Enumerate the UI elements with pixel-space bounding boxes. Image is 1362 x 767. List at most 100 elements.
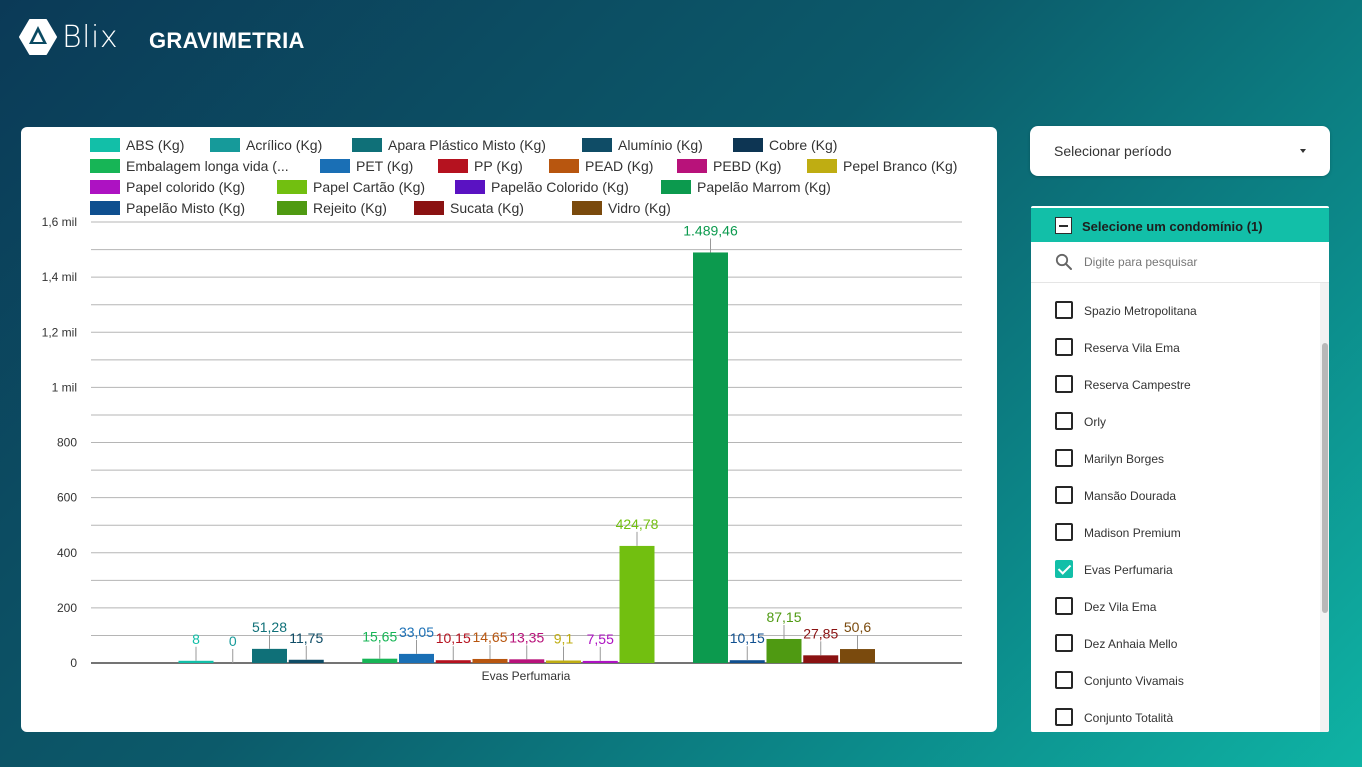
condominium-list: Spazio Metropolitana Reserva Vila Ema Rese…: [1031, 283, 1321, 732]
legend-swatch: [277, 201, 307, 215]
bar: [693, 252, 728, 663]
data-label: 424,78: [616, 516, 659, 532]
condominium-checkbox[interactable]: [1055, 634, 1073, 652]
data-label: 27,85: [803, 625, 838, 641]
condominium-item[interactable]: Conjunto Totalità: [1031, 699, 1321, 732]
condominium-item[interactable]: Reserva Vila Ema: [1031, 329, 1321, 366]
condominium-checkbox[interactable]: [1055, 486, 1073, 504]
legend-swatch: [572, 201, 602, 215]
data-label: 51,28: [252, 619, 287, 635]
legend-label: Cobre (Kg): [769, 137, 837, 153]
top-bar: Blix GRAVIMETRIA: [0, 0, 1362, 80]
gravimetry-bar-chart: ABS (Kg) Acrílico (Kg) Apara Plástico Mist…: [42, 137, 962, 683]
bar: [178, 660, 214, 663]
condominium-label: Reserva Campestre: [1084, 378, 1191, 392]
legend-label: Alumínio (Kg): [618, 137, 703, 153]
y-tick-label: 1,2 mil: [42, 325, 77, 339]
chart-card: ABS (Kg) Acrílico (Kg) Apara Plástico Mist…: [21, 127, 997, 732]
bar: [472, 658, 508, 663]
condominium-item[interactable]: Spazio Metropolitana: [1031, 292, 1321, 329]
condominium-filter-header[interactable]: Selecione um condomínio (1): [1031, 208, 1329, 242]
legend-swatch: [320, 159, 350, 173]
condominium-item[interactable]: Evas Perfumaria: [1031, 551, 1321, 588]
legend-swatch: [807, 159, 837, 173]
condominium-checkbox[interactable]: [1055, 597, 1073, 615]
y-tick-label: 400: [57, 546, 77, 560]
condominium-search-input[interactable]: [1084, 252, 1304, 272]
bar: [582, 660, 618, 663]
condominium-label: Evas Perfumaria: [1084, 563, 1173, 577]
y-tick-label: 0: [70, 656, 77, 670]
condominium-list-scrollbar[interactable]: [1320, 283, 1329, 732]
legend-label: ABS (Kg): [126, 137, 184, 153]
legend-label: Papel Cartão (Kg): [313, 179, 425, 195]
legend-label: Papel colorido (Kg): [126, 179, 245, 195]
x-category-label: Evas Perfumaria: [482, 669, 571, 683]
condominium-label: Dez Vila Ema: [1084, 600, 1157, 614]
data-label: 9,1: [554, 630, 574, 646]
condominium-checkbox[interactable]: [1055, 671, 1073, 689]
legend-label: Embalagem longa vida (...: [126, 158, 289, 174]
bar: [252, 648, 287, 663]
condominium-item[interactable]: Orly: [1031, 403, 1321, 440]
blix-logo-icon: [19, 19, 57, 55]
bar: [362, 658, 398, 663]
legend-swatch: [277, 180, 307, 194]
select-all-checkbox[interactable]: [1055, 217, 1072, 234]
y-tick-label: 1 mil: [52, 380, 77, 394]
condominium-checkbox[interactable]: [1055, 412, 1073, 430]
bar: [803, 655, 839, 663]
condominium-label: Madison Premium: [1084, 526, 1181, 540]
legend-swatch: [210, 138, 240, 152]
condominium-item[interactable]: Madison Premium: [1031, 514, 1321, 551]
legend-label: Pepel Branco (Kg): [843, 158, 957, 174]
condominium-label: Mansão Dourada: [1084, 489, 1177, 503]
condominium-label: Spazio Metropolitana: [1084, 304, 1197, 318]
condominium-checkbox[interactable]: [1055, 375, 1073, 393]
condominium-item[interactable]: Marilyn Borges: [1031, 440, 1321, 477]
legend-label: PP (Kg): [474, 158, 523, 174]
legend-label: Acrílico (Kg): [246, 137, 322, 153]
legend-swatch: [90, 180, 120, 194]
condominium-checkbox[interactable]: [1055, 449, 1073, 467]
period-selector[interactable]: Selecionar período: [1030, 126, 1330, 176]
legend-swatch: [455, 180, 485, 194]
bar: [288, 659, 324, 663]
condominium-label: Conjunto Vivamais: [1084, 674, 1184, 688]
data-label: 10,15: [436, 630, 471, 646]
legend-label: Papelão Misto (Kg): [126, 200, 245, 216]
condominium-checkbox[interactable]: [1055, 301, 1073, 319]
legend-label: PET (Kg): [356, 158, 413, 174]
condominium-checkbox[interactable]: [1055, 560, 1073, 578]
legend-label: PEBD (Kg): [713, 158, 781, 174]
legend-label: Sucata (Kg): [450, 200, 524, 216]
blix-logo: Blix: [18, 18, 118, 56]
legend-label: Papelão Marrom (Kg): [697, 179, 831, 195]
data-label: 1.489,46: [683, 222, 738, 238]
condominium-checkbox[interactable]: [1055, 523, 1073, 541]
legend-label: PEAD (Kg): [585, 158, 653, 174]
data-label: 7,55: [587, 631, 614, 647]
condominium-item[interactable]: Dez Vila Ema: [1031, 588, 1321, 625]
condominium-item[interactable]: Reserva Campestre: [1031, 366, 1321, 403]
legend-swatch: [352, 138, 382, 152]
y-tick-label: 200: [57, 601, 77, 615]
data-label: 11,75: [289, 630, 323, 646]
legend-swatch: [582, 138, 612, 152]
scrollbar-thumb[interactable]: [1322, 343, 1328, 613]
data-label: 8: [192, 631, 200, 647]
legend-swatch: [414, 201, 444, 215]
condominium-label: Conjunto Totalità: [1084, 711, 1174, 725]
condominium-checkbox[interactable]: [1055, 338, 1073, 356]
condominium-item[interactable]: Conjunto Vivamais: [1031, 662, 1321, 699]
data-label: 13,35: [509, 629, 544, 645]
condominium-item[interactable]: Mansão Dourada: [1031, 477, 1321, 514]
y-tick-label: 1,4 mil: [42, 270, 77, 284]
page-title: GRAVIMETRIA: [149, 28, 305, 53]
period-selector-label: Selecionar período: [1054, 143, 1172, 159]
caret-down-icon: [1300, 149, 1306, 153]
condominium-label: Orly: [1084, 415, 1106, 429]
data-label: 10,15: [730, 630, 765, 646]
condominium-checkbox[interactable]: [1055, 708, 1073, 726]
condominium-item[interactable]: Dez Anhaia Mello: [1031, 625, 1321, 662]
